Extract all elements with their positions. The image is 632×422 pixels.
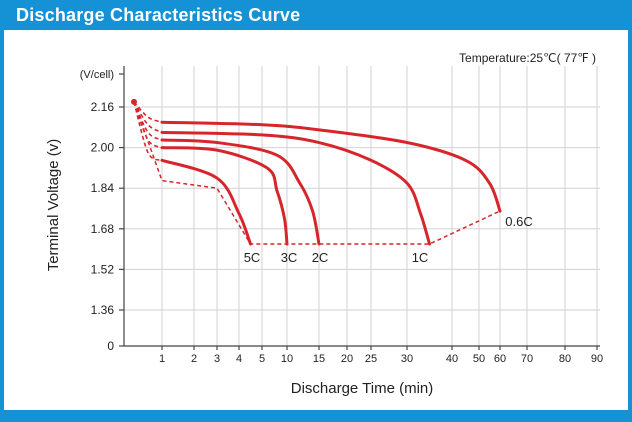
y-tick-label: 0 <box>107 339 114 353</box>
x-axis-title: Discharge Time (min) <box>291 380 434 397</box>
y-tick-label: 1.68 <box>91 222 115 236</box>
curve-end-label-5C: 5C <box>244 250 261 265</box>
x-tick-label: 40 <box>446 353 458 365</box>
curve-5C <box>160 158 252 246</box>
y-unit-label: (V/cell) <box>80 69 114 81</box>
x-tick-label: 50 <box>473 353 485 365</box>
curve-end-label-0.6C: 0.6C <box>505 214 532 229</box>
chart-header: Discharge Characteristics Curve <box>0 0 632 30</box>
x-tick-label: 2 <box>191 353 197 365</box>
x-tick-label: 30 <box>401 353 413 365</box>
y-tick-label: 2.16 <box>91 100 115 114</box>
start-point <box>131 98 137 105</box>
x-tick-label: 4 <box>236 353 242 365</box>
x-tick-label: 60 <box>494 353 506 365</box>
end-voltage-path <box>133 101 501 245</box>
x-tick-label: 3 <box>214 353 220 365</box>
x-tick-label: 15 <box>313 353 325 365</box>
y-tick-label: 1.36 <box>91 303 115 317</box>
curve-end-label-1C: 1C <box>412 250 429 265</box>
x-tick-label: 25 <box>365 353 377 365</box>
x-tick-label: 90 <box>591 353 603 365</box>
y-tick-label: 1.84 <box>91 181 115 195</box>
curve-1C <box>160 130 431 246</box>
x-tick-label: 80 <box>559 353 571 365</box>
plot-area <box>124 66 600 346</box>
curve-end-label-2C: 2C <box>312 250 329 265</box>
curve-3C <box>160 146 289 246</box>
bottom-bar <box>0 410 632 422</box>
curve-2C <box>160 138 321 246</box>
curve-5C-initial <box>133 101 163 162</box>
x-tick-label: 70 <box>521 353 533 365</box>
x-tick-label: 20 <box>341 353 353 365</box>
temperature-annotation: Temperature:25℃( 77℉ ) <box>459 51 596 65</box>
curve-end-label-3C: 3C <box>281 250 298 265</box>
x-tick-label: 1 <box>159 353 165 365</box>
curve-0.6C <box>160 120 502 213</box>
y-axis-title: Terminal Voltage (v) <box>45 139 62 272</box>
y-tick-label: 2.00 <box>91 141 115 155</box>
chart-title: Discharge Characteristics Curve <box>16 5 301 25</box>
x-tick-label: 10 <box>281 353 293 365</box>
x-tick-label: 5 <box>259 353 265 365</box>
y-tick-label: 1.52 <box>91 262 115 276</box>
